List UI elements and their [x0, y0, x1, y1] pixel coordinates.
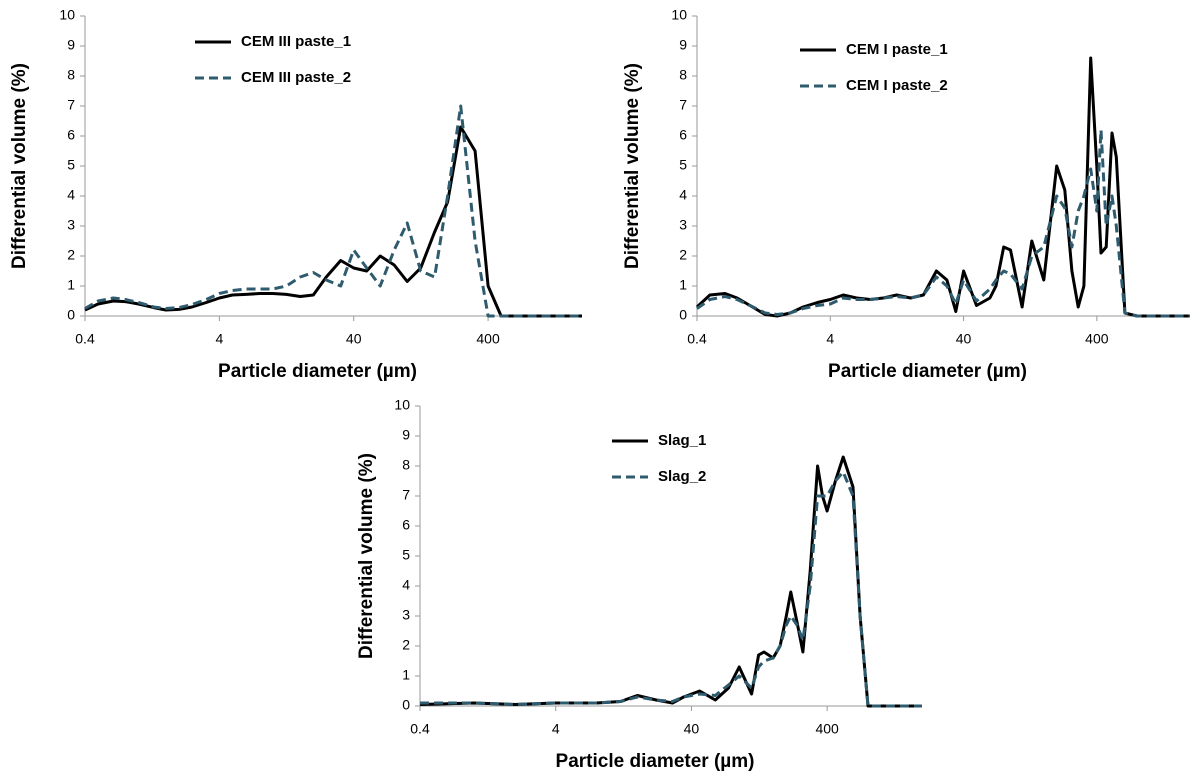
y-tick-label: 5: [402, 547, 410, 563]
y-axis-title: Differential volume (%): [356, 453, 377, 659]
y-tick-label: 7: [402, 487, 410, 503]
y-tick-label: 3: [402, 607, 410, 623]
y-tick-label: 10: [671, 7, 687, 23]
y-tick-label: 8: [402, 457, 410, 473]
x-tick-label: 4: [215, 331, 223, 347]
y-axis-title: Differential volume (%): [9, 63, 30, 269]
y-tick-label: 2: [402, 637, 410, 653]
y-tick-label: 8: [67, 67, 75, 83]
x-axis-title: Particle diameter (µm): [556, 751, 755, 772]
x-tick-label: 0.4: [687, 331, 707, 347]
legend-label: Slag_1: [658, 432, 706, 449]
y-tick-label: 7: [679, 97, 687, 113]
y-tick-label: 2: [67, 247, 75, 263]
x-tick-label: 40: [956, 331, 972, 347]
y-tick-label: 1: [402, 667, 410, 683]
data-line: [84, 125, 582, 318]
y-tick-label: 9: [67, 37, 75, 53]
legend-label: CEM I paste_1: [846, 41, 948, 58]
data-line: [84, 104, 582, 318]
y-tick-label: 6: [67, 127, 75, 143]
x-tick-label: 400: [815, 721, 839, 737]
y-axis-title: Differential volume (%): [622, 63, 643, 269]
y-tick-label: 8: [679, 67, 687, 83]
y-tick-label: 3: [67, 217, 75, 233]
y-tick-label: 5: [67, 157, 75, 173]
x-tick-label: 40: [346, 331, 362, 347]
y-tick-label: 4: [679, 187, 687, 203]
y-tick-label: 0: [402, 697, 410, 713]
legend-label: Slag_2: [658, 468, 706, 485]
y-tick-label: 1: [679, 277, 687, 293]
x-tick-label: 400: [1085, 331, 1109, 347]
x-tick-label: 400: [476, 331, 500, 347]
data-line: [695, 56, 1190, 318]
x-tick-label: 0.4: [410, 721, 430, 737]
data-line: [420, 470, 922, 708]
x-axis-title: Particle diameter (µm): [218, 361, 417, 382]
legend-label: CEM III paste_2: [241, 69, 351, 86]
data-line: [696, 128, 1190, 318]
y-tick-label: 4: [402, 577, 410, 593]
x-tick-label: 4: [826, 331, 834, 347]
y-tick-label: 10: [394, 397, 410, 413]
y-tick-label: 0: [67, 307, 75, 323]
x-tick-label: 4: [552, 721, 560, 737]
y-tick-label: 10: [59, 7, 75, 23]
y-tick-label: 2: [679, 247, 687, 263]
y-tick-label: 9: [679, 37, 687, 53]
y-tick-label: 6: [679, 127, 687, 143]
x-tick-label: 0.4: [75, 331, 95, 347]
y-tick-label: 9: [402, 427, 410, 443]
y-tick-label: 7: [67, 97, 75, 113]
y-tick-label: 0: [679, 307, 687, 323]
y-tick-label: 6: [402, 517, 410, 533]
y-tick-label: 1: [67, 277, 75, 293]
x-tick-label: 40: [684, 721, 700, 737]
data-line: [419, 455, 922, 708]
y-tick-label: 5: [679, 157, 687, 173]
legend-label: CEM III paste_1: [241, 33, 351, 50]
x-axis-title: Particle diameter (µm): [828, 361, 1027, 382]
y-tick-label: 3: [679, 217, 687, 233]
y-tick-label: 4: [67, 187, 75, 203]
legend-label: CEM I paste_2: [846, 77, 948, 94]
